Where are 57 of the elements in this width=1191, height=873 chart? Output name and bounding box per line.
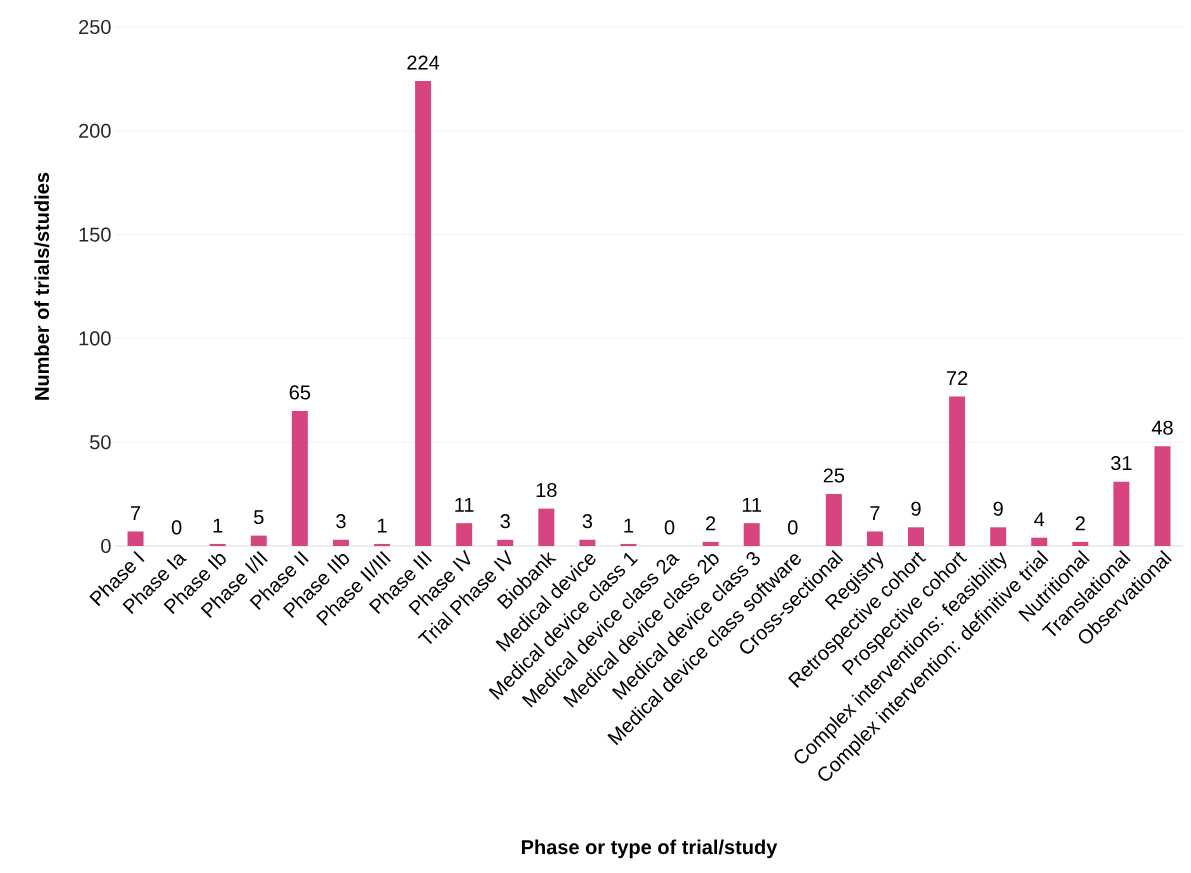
data-label: 48 (1151, 420, 1173, 435)
bar (209, 543, 226, 546)
data-label: 4 (1034, 512, 1045, 527)
bar (702, 541, 719, 546)
data-label: 31 (1111, 455, 1132, 471)
data-label: 2 (1075, 516, 1085, 531)
bar (374, 543, 390, 546)
bar (949, 396, 966, 546)
bar (825, 494, 842, 546)
bar (415, 80, 432, 546)
bar (743, 523, 760, 546)
bar (538, 508, 555, 546)
data-label: 11 (742, 497, 762, 512)
bar (127, 531, 144, 546)
data-label: 3 (500, 514, 510, 529)
bar (456, 523, 473, 546)
data-label: 18 (536, 482, 557, 498)
y-tick-label: 0 (101, 538, 111, 554)
bar (497, 539, 514, 546)
bar (620, 543, 637, 546)
bar (1113, 481, 1130, 546)
data-label: 65 (289, 385, 311, 400)
data-label: 1 (213, 518, 223, 533)
bar (291, 411, 308, 546)
y-tick-label: 100 (79, 331, 111, 346)
bar (866, 531, 883, 546)
data-label: 0 (171, 520, 182, 535)
data-label: 9 (911, 501, 921, 516)
data-label: 224 (407, 55, 440, 70)
data-label: 11 (455, 497, 474, 512)
data-label: 0 (788, 520, 798, 535)
data-label: 3 (582, 514, 593, 529)
data-label: 3 (336, 514, 346, 529)
data-label: 7 (870, 506, 880, 520)
data-label: 72 (946, 371, 968, 385)
data-label: 1 (377, 518, 387, 533)
data-label: 5 (254, 510, 264, 525)
data-label: 0 (664, 520, 675, 535)
data-label: 7 (131, 506, 141, 520)
bar (332, 539, 349, 546)
y-tick-label: 150 (79, 227, 111, 242)
y-tick-label: 50 (90, 435, 111, 450)
bar (908, 527, 925, 546)
data-label: 2 (706, 516, 716, 531)
data-label: 1 (624, 518, 634, 533)
bar (990, 527, 1007, 546)
y-tick-label: 200 (79, 123, 111, 138)
bar (1031, 537, 1048, 546)
bar (1154, 446, 1171, 546)
bar (579, 539, 596, 546)
y-axis-title: Number of trials/studies (34, 172, 50, 400)
data-label: 9 (993, 501, 1003, 516)
x-axis-title: Phase or type of trial/study (521, 839, 778, 859)
bar (1072, 541, 1089, 546)
y-tick-label: 250 (79, 19, 111, 35)
bar (250, 535, 267, 546)
data-label: 25 (823, 468, 845, 483)
